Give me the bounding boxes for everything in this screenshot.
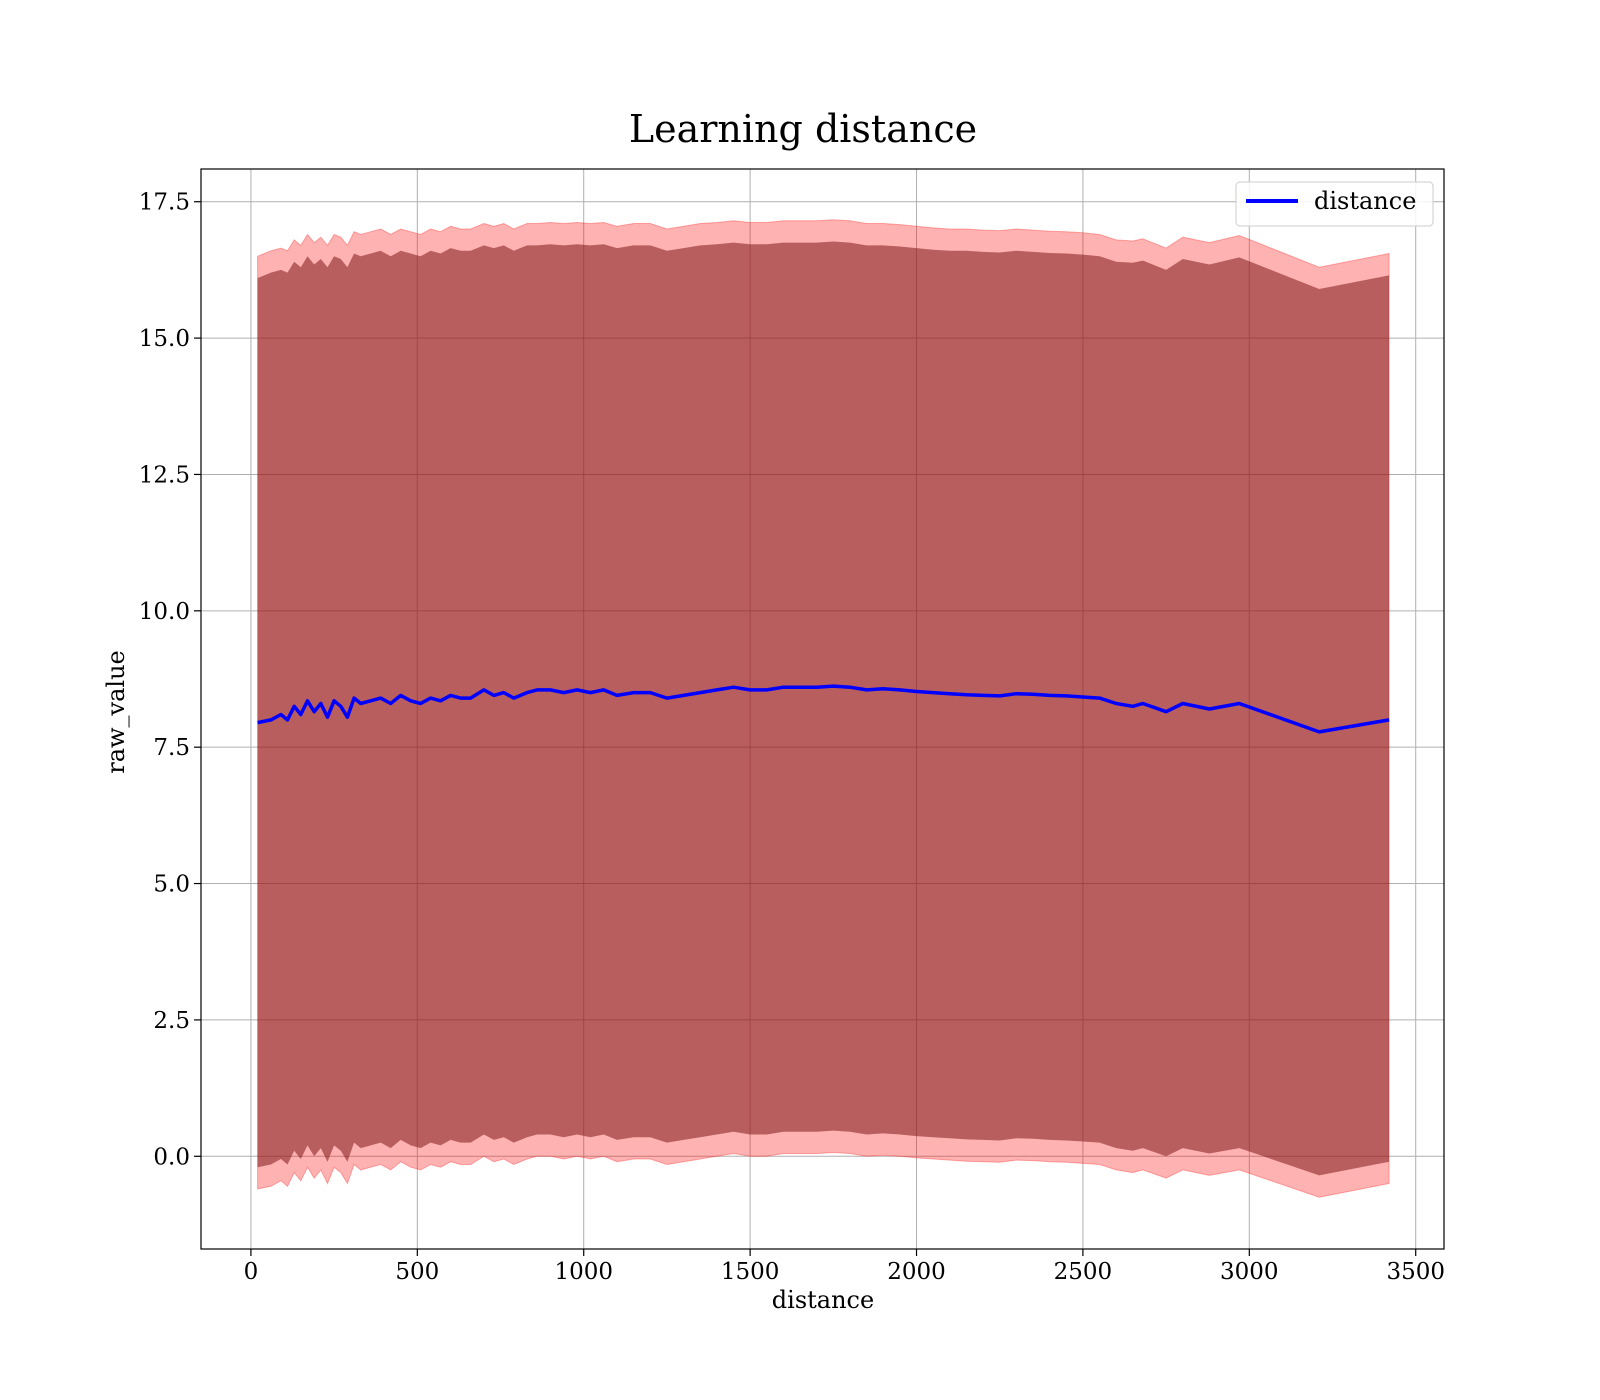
y-axis-label: raw_value: [102, 650, 130, 774]
y-tick-label: 2.5: [153, 1008, 190, 1034]
plot-frame: [200, 168, 1445, 1250]
y-tick-label: 0.0: [153, 1144, 190, 1170]
x-tick-label: 0: [244, 1259, 259, 1285]
y-tick-label: 12.5: [139, 462, 190, 488]
confidence-bands: [257, 219, 1390, 1198]
y-axis-ticks: 0.0 2.5 5.0 7.5 10.0 12.5 15.0 17.5: [139, 190, 201, 1170]
x-axis-label: distance: [772, 1286, 874, 1314]
series-line-distance: [257, 684, 1390, 734]
x-tick-label: 2000: [887, 1259, 946, 1285]
y-tick-label: 5.0: [153, 872, 190, 898]
y-tick-label: 15.0: [139, 326, 190, 352]
legend-box: [1235, 181, 1434, 227]
y-tick-label: 7.5: [153, 735, 190, 761]
chart-title: Learning distance: [629, 107, 977, 151]
x-tick-label: 2500: [1054, 1259, 1113, 1285]
x-tick-label: 1500: [721, 1259, 780, 1285]
legend: distance: [1235, 181, 1434, 227]
legend-label-distance: distance: [1314, 187, 1416, 215]
series-lines: [257, 684, 1390, 734]
inner-band: [257, 241, 1390, 1176]
x-tick-label: 500: [395, 1259, 439, 1285]
x-tick-label: 1000: [554, 1259, 613, 1285]
y-tick-label: 17.5: [139, 190, 190, 216]
x-tick-label: 3500: [1386, 1259, 1445, 1285]
y-tick-label: 10.0: [139, 599, 190, 625]
x-tick-label: 3000: [1220, 1259, 1279, 1285]
x-axis-ticks: 0 500 1000 1500 2000 2500 3000 3500: [244, 1249, 1445, 1285]
